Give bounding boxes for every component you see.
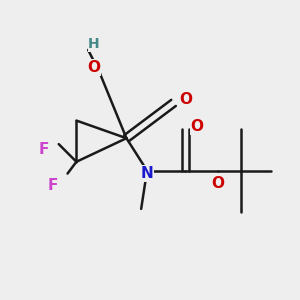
Text: N: N [141,166,153,181]
Text: O: O [190,119,204,134]
Text: F: F [39,142,49,158]
Text: O: O [211,176,224,191]
Text: F: F [48,178,58,193]
Text: H: H [88,37,100,51]
Text: O: O [88,60,100,75]
Text: O: O [179,92,192,107]
